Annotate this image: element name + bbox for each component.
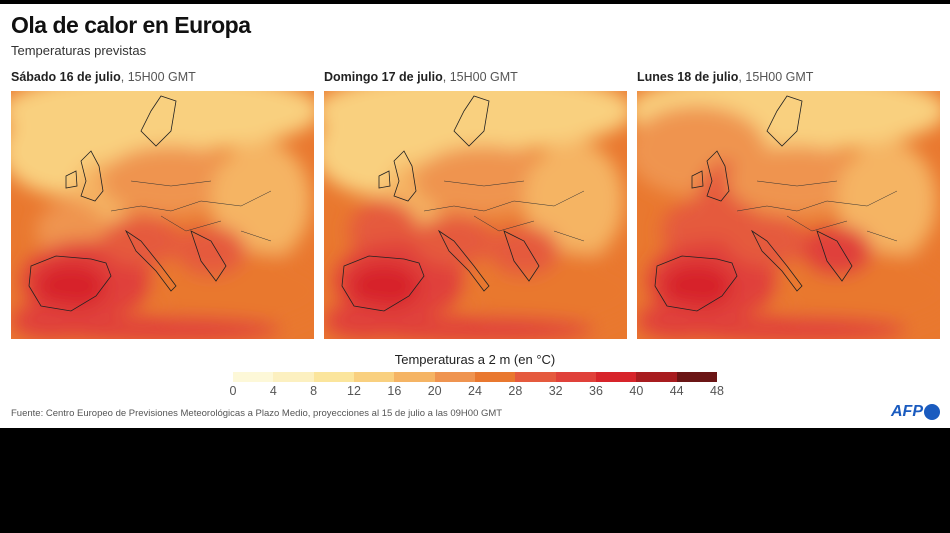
map-panel-saturday: Sábado 16 de julio, 15H00 GMT (11, 70, 314, 339)
legend-swatch (353, 372, 395, 382)
temperature-zone (524, 141, 624, 261)
page-title: Ola de calor en Europa (11, 12, 251, 38)
border-lines (423, 180, 585, 242)
panel-time: , 15H00 GMT (442, 70, 518, 84)
temperature-zone (354, 317, 594, 339)
temperature-zone (36, 264, 106, 308)
afp-logo: AFP (891, 403, 940, 421)
temperature-map (637, 91, 940, 339)
border-lines (110, 180, 272, 242)
border-lines (736, 180, 898, 242)
temperature-zone (324, 303, 404, 339)
map-panel-sunday: Domingo 17 de julio, 15H00 GMT (324, 70, 627, 339)
legend-color-bar (233, 372, 717, 382)
temperature-zone (414, 146, 554, 216)
legend-tick: 12 (347, 384, 361, 398)
legend-swatch (474, 372, 516, 382)
coastline (654, 95, 853, 312)
legend-tick: 4 (269, 384, 277, 398)
temperature-zone (637, 303, 717, 339)
temperature-zone (41, 317, 281, 339)
legend-swatch (676, 372, 717, 382)
legend-tick: 0 (229, 384, 237, 398)
temperature-zone (101, 146, 241, 216)
legend-tick: 8 (310, 384, 318, 398)
legend-swatch (515, 372, 556, 382)
coastline (341, 95, 540, 312)
temperature-zone (802, 226, 872, 276)
legend-swatch (434, 372, 475, 382)
legend-tick: 40 (629, 384, 644, 398)
temperature-map (11, 91, 314, 339)
legend-tick: 44 (669, 384, 684, 398)
logo-dot (924, 404, 940, 420)
legend-tick: 20 (427, 384, 442, 398)
temperature-zone (211, 141, 311, 261)
panel-day: Sábado 16 de julio (11, 70, 121, 84)
legend-tick: 28 (508, 384, 523, 398)
legend-swatch (636, 372, 677, 382)
legend-ticks: 0 4 8 12 16 20 24 28 32 36 40 44 48 (0, 384, 950, 400)
panel-day: Domingo 17 de julio (324, 70, 443, 84)
temperature-zone (662, 264, 732, 308)
legend-swatch (233, 372, 274, 382)
temperature-zone (489, 226, 559, 276)
map-panel-monday: Lunes 18 de julio, 15H00 GMT (637, 70, 940, 339)
coastline (28, 95, 227, 312)
panel-label: Sábado 16 de julio, 15H00 GMT (11, 70, 314, 90)
panel-label: Domingo 17 de julio, 15H00 GMT (324, 70, 627, 90)
temperature-zone (837, 141, 937, 261)
legend-tick: 16 (387, 384, 402, 398)
logo-text: AFP (891, 403, 923, 420)
panel-day: Lunes 18 de julio (637, 70, 739, 84)
panel-label: Lunes 18 de julio, 15H00 GMT (637, 70, 940, 90)
legend-swatch (394, 372, 435, 382)
temperature-zone (667, 317, 907, 339)
temperature-zone (11, 303, 91, 339)
legend-title: Temperaturas a 2 m (en °C) (394, 352, 556, 367)
legend-tick: 48 (710, 384, 724, 398)
temperature-zone (727, 146, 867, 216)
legend-tick: 36 (589, 384, 603, 398)
subtitle: Temperaturas previstas (11, 43, 147, 58)
temperature-map (324, 91, 627, 339)
legend-tick: 24 (468, 384, 482, 398)
source-note: Fuente: Centro Europeo de Previsiones Me… (11, 408, 503, 419)
legend-tick: 32 (548, 384, 563, 398)
panel-time: , 15H00 GMT (120, 70, 196, 84)
temperature-zone (176, 226, 246, 276)
legend-swatch (273, 372, 314, 382)
legend-swatch (313, 372, 354, 382)
panel-time: , 15H00 GMT (738, 70, 814, 84)
temperature-zone (349, 264, 419, 308)
legend-swatch (555, 372, 596, 382)
infographic: Ola de calor en Europa Temperaturas prev… (0, 4, 950, 428)
legend-swatch (595, 372, 637, 382)
